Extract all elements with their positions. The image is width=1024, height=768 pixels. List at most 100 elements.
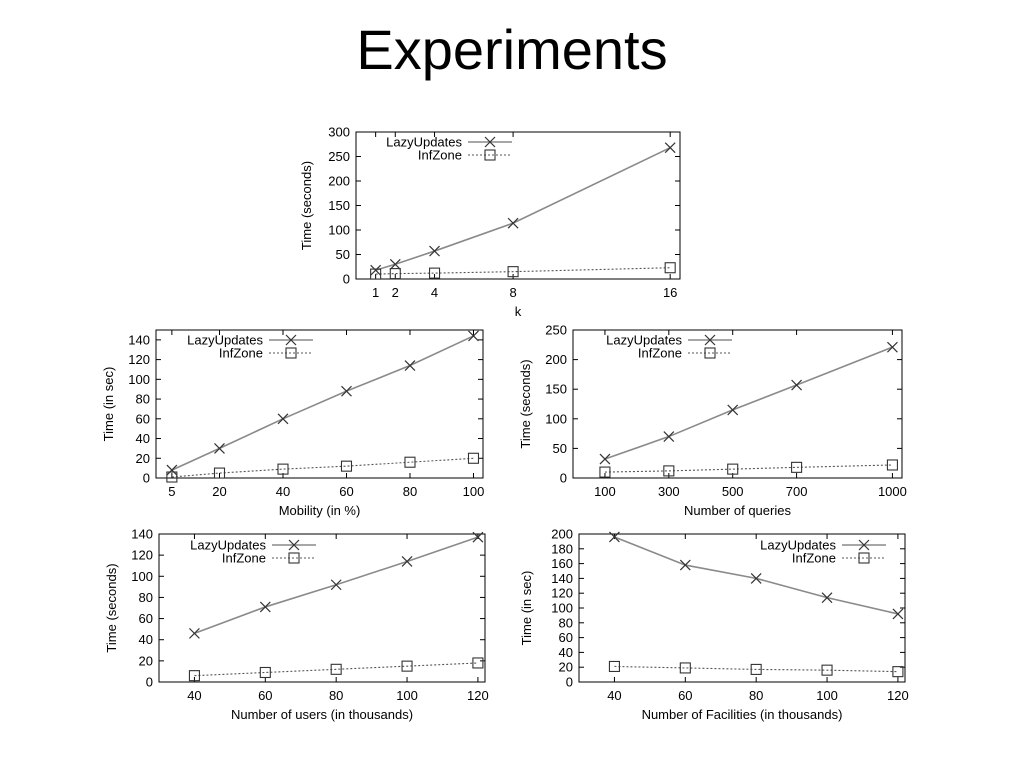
data-point-InfZone bbox=[188, 670, 200, 682]
y-tick-label: 200 bbox=[328, 174, 350, 189]
data-point-LazyUpdates bbox=[750, 572, 762, 584]
data-point-InfZone bbox=[404, 456, 416, 468]
data-point-InfZone bbox=[277, 463, 289, 475]
x-tick-label: 4 bbox=[431, 285, 438, 300]
y-axis-label: Time (seconds) bbox=[299, 161, 314, 250]
data-point-LazyUpdates bbox=[214, 442, 225, 454]
y-tick-label: 140 bbox=[128, 332, 150, 347]
y-tick-label: 100 bbox=[131, 569, 153, 584]
y-tick-label: 300 bbox=[328, 125, 350, 140]
y-axis-label: Time (in sec) bbox=[101, 367, 116, 442]
legend-label: InfZone bbox=[219, 346, 263, 361]
x-tick-label: 1 bbox=[372, 285, 379, 300]
data-point-LazyUpdates bbox=[472, 531, 484, 543]
plot-frame bbox=[572, 329, 903, 479]
data-point-InfZone bbox=[663, 465, 675, 477]
x-tick-label: 20 bbox=[212, 484, 226, 499]
data-point-LazyUpdates bbox=[664, 142, 676, 154]
x-tick-label: 100 bbox=[816, 688, 838, 703]
x-tick-label: 100 bbox=[463, 484, 485, 499]
data-point-InfZone bbox=[507, 266, 519, 278]
y-tick-label: 50 bbox=[553, 441, 567, 456]
series-line-InfZone bbox=[614, 665, 898, 673]
data-point-LazyUpdates bbox=[727, 404, 739, 416]
data-point-InfZone bbox=[259, 666, 271, 679]
y-tick-label: 160 bbox=[551, 556, 573, 571]
y-tick-label: 60 bbox=[139, 611, 153, 626]
legend-marker bbox=[484, 149, 496, 161]
data-point-LazyUpdates bbox=[370, 264, 382, 276]
y-tick-label: 100 bbox=[128, 372, 150, 387]
chart-3: 0 50 100 150 200 250 100 300 500 700 1000 Number of… bbox=[518, 323, 907, 519]
legend-label: LazyUpdates bbox=[386, 135, 462, 150]
series-line-LazyUpdates bbox=[604, 346, 893, 460]
data-point-InfZone bbox=[213, 467, 226, 479]
x-tick-label: 100 bbox=[396, 688, 418, 703]
y-tick-label: 100 bbox=[551, 601, 573, 616]
data-point-InfZone bbox=[727, 463, 739, 475]
data-point-LazyUpdates bbox=[277, 413, 289, 425]
x-tick-label: 120 bbox=[887, 688, 909, 703]
y-tick-label: 250 bbox=[328, 149, 350, 164]
data-point-InfZone bbox=[428, 267, 441, 279]
y-tick-label: 40 bbox=[559, 645, 573, 660]
y-tick-label: 50 bbox=[336, 247, 350, 262]
data-point-LazyUpdates bbox=[599, 453, 611, 465]
y-tick-label: 150 bbox=[545, 382, 567, 397]
data-point-LazyUpdates bbox=[663, 431, 675, 442]
data-point-LazyUpdates bbox=[468, 330, 479, 342]
data-point-LazyUpdates bbox=[507, 217, 519, 229]
data-point-InfZone bbox=[892, 666, 904, 678]
data-point-InfZone bbox=[750, 663, 762, 675]
y-tick-label: 120 bbox=[131, 548, 153, 563]
y-tick-label: 60 bbox=[136, 411, 150, 426]
plot-frame bbox=[578, 533, 906, 683]
data-point-LazyUpdates bbox=[189, 627, 200, 639]
y-tick-label: 0 bbox=[566, 675, 573, 690]
x-tick-label: 80 bbox=[329, 688, 343, 703]
data-point-LazyUpdates bbox=[821, 592, 833, 604]
y-tick-label: 20 bbox=[136, 451, 150, 466]
y-tick-label: 20 bbox=[559, 660, 573, 675]
x-tick-label: 40 bbox=[187, 688, 201, 703]
x-tick-label: 60 bbox=[339, 484, 353, 499]
data-point-InfZone bbox=[608, 660, 620, 673]
x-tick-label: 300 bbox=[658, 484, 680, 499]
legend-marker bbox=[484, 136, 496, 148]
plot-frame bbox=[158, 533, 486, 683]
x-tick-label: 40 bbox=[607, 688, 621, 703]
data-point-InfZone bbox=[467, 452, 480, 464]
y-tick-label: 200 bbox=[551, 527, 573, 542]
data-point-LazyUpdates bbox=[259, 601, 271, 613]
legend-label: LazyUpdates bbox=[190, 538, 266, 553]
data-point-LazyUpdates bbox=[892, 608, 904, 620]
x-axis-label: Number of queries bbox=[684, 503, 791, 518]
data-point-LazyUpdates bbox=[679, 559, 691, 571]
legend-label: LazyUpdates bbox=[760, 538, 836, 553]
legend-marker bbox=[285, 347, 297, 359]
data-point-LazyUpdates bbox=[886, 341, 898, 353]
y-tick-label: 80 bbox=[139, 590, 153, 605]
y-tick-label: 80 bbox=[559, 615, 573, 630]
data-point-LazyUpdates bbox=[341, 385, 352, 397]
data-point-InfZone bbox=[166, 471, 178, 483]
legend-marker bbox=[704, 347, 716, 359]
series-line-LazyUpdates bbox=[614, 536, 899, 615]
series-line-LazyUpdates bbox=[171, 335, 474, 471]
y-tick-label: 100 bbox=[328, 223, 350, 238]
chart-1: 0 50 100 150 200 250 300 1 2 4 8 16 k Time (seconds) L… bbox=[299, 125, 681, 319]
y-tick-label: 200 bbox=[545, 352, 567, 367]
data-point-InfZone bbox=[599, 466, 611, 478]
x-tick-label: 5 bbox=[168, 484, 175, 499]
data-point-LazyUpdates bbox=[404, 360, 416, 371]
y-tick-label: 40 bbox=[136, 431, 150, 446]
data-point-InfZone bbox=[330, 663, 342, 675]
series-line-InfZone bbox=[604, 464, 893, 473]
data-point-InfZone bbox=[821, 664, 833, 676]
x-tick-label: 120 bbox=[467, 688, 489, 703]
x-tick-label: 80 bbox=[749, 688, 763, 703]
y-tick-label: 60 bbox=[559, 630, 573, 645]
data-point-InfZone bbox=[886, 459, 898, 471]
legend-label: InfZone bbox=[638, 346, 682, 361]
